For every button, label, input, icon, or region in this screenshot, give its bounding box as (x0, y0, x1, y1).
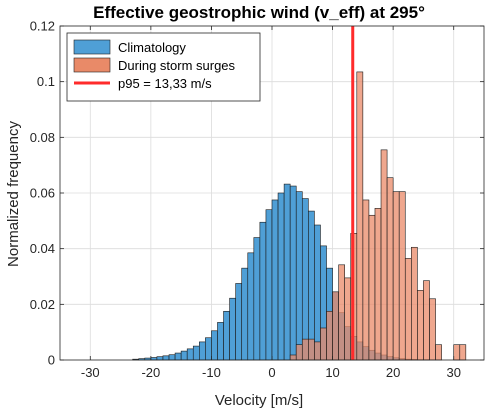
x-tick-label-5: 20 (386, 365, 400, 380)
storm-surge-bar-16 (386, 177, 394, 361)
storm-surge-bar-15 (380, 149, 388, 361)
storm-surge-bar-22 (423, 280, 430, 361)
storm-surge-bar-18 (398, 191, 406, 361)
storm-surge-bar-11 (356, 71, 364, 361)
storm-surge-bar-14 (374, 208, 382, 361)
storm-surge-bar-19 (404, 258, 412, 361)
y-tick-label-3: 0.06 (30, 186, 55, 201)
climatology-bar-7 (174, 352, 182, 361)
climatology-bar-21 (259, 221, 267, 361)
climatology-bar-9 (186, 348, 194, 361)
storm-surge-bar-28 (459, 344, 467, 361)
climatology-bar-4 (156, 356, 164, 361)
storm-surge-bar-3 (308, 338, 315, 361)
storm-surge-bar-7 (332, 291, 339, 361)
climatology-bar-30 (314, 224, 321, 361)
legend-label-p95: p95 = 13,33 m/s (118, 76, 212, 91)
climatology-bar-29 (308, 210, 315, 361)
climatology-bar-8 (180, 350, 188, 361)
climatology-bar-11 (199, 341, 206, 361)
legend-label-climatology: Climatology (118, 40, 186, 55)
climatology-bar-28 (301, 198, 309, 361)
storm-surge-bar-9 (344, 277, 352, 361)
axis-ticks: -30 -20 -10 0 10 20 30 0 0.02 0.04 0.06 0.08 0.1 0.12 (30, 19, 484, 380)
climatology-bar-25 (283, 183, 291, 361)
storm-surge-bar-17 (392, 191, 400, 361)
climatology-bar-16 (229, 297, 236, 361)
climatology-bar-15 (223, 310, 230, 361)
climatology-bar-23 (271, 199, 279, 361)
y-tick-label-0: 0 (48, 353, 55, 368)
climatology-bar-19 (247, 252, 255, 361)
storm-surge-bar-1 (295, 344, 303, 361)
climatology-bar-27 (295, 191, 303, 361)
climatology-bar-18 (241, 267, 249, 361)
x-axis-label: Velocity [m/s] (215, 392, 303, 409)
legend-label-storm-surges: During storm surges (118, 58, 236, 73)
y-tick-label-6: 0.12 (30, 19, 55, 34)
x-tick-label-1: -20 (141, 365, 160, 380)
climatology-bar-6 (168, 354, 176, 361)
y-tick-label-2: 0.04 (30, 241, 55, 256)
storm-surge-bar-21 (417, 290, 424, 361)
climatology-bar-22 (265, 209, 273, 361)
climatology-bar-5 (162, 355, 170, 361)
x-tick-label-2: -10 (202, 365, 221, 380)
storm-surge-bar-5 (320, 327, 327, 361)
y-tick-label-4: 0.08 (30, 130, 55, 145)
storm-surge-bar-4 (314, 341, 321, 361)
x-tick-label-4: 10 (325, 365, 339, 380)
climatology-bar-26 (289, 185, 297, 361)
storm-surge-bar-0 (289, 354, 297, 361)
y-axis-label: Normalized frequency (5, 121, 22, 267)
x-tick-label-3: 0 (268, 365, 275, 380)
storm-surge-bar-12 (362, 199, 370, 361)
legend-swatch-climatology (73, 39, 111, 55)
storm-surge-bar-24 (435, 344, 442, 361)
y-tick-label-1: 0.02 (30, 297, 55, 312)
climatology-bar-14 (217, 322, 224, 361)
climatology-bar-10 (192, 345, 200, 361)
legend: Climatology During storm surges p95 = 13… (66, 32, 261, 102)
x-tick-label-6: 30 (446, 365, 460, 380)
y-tick-label-5: 0.1 (37, 74, 55, 89)
storm-surge-bar-2 (301, 338, 309, 361)
climatology-bar-13 (211, 330, 218, 361)
storm-surge-bar-20 (411, 246, 418, 361)
storm-surge-bar-8 (338, 264, 345, 361)
climatology-bar-20 (253, 237, 261, 361)
storm-surge-bar-27 (453, 344, 461, 361)
chart-title: Effective geostrophic wind (v_eff) at 29… (93, 3, 425, 22)
x-tick-label-0: -30 (81, 365, 100, 380)
legend-swatch-storm-surges (73, 57, 111, 73)
climatology-bar-12 (205, 337, 212, 361)
climatology-bar-24 (277, 192, 285, 361)
storm-surge-bar-23 (429, 298, 436, 361)
storm-surge-bar-6 (326, 310, 333, 361)
storm-surge-bar-13 (368, 214, 376, 361)
climatology-bar-17 (235, 283, 243, 361)
